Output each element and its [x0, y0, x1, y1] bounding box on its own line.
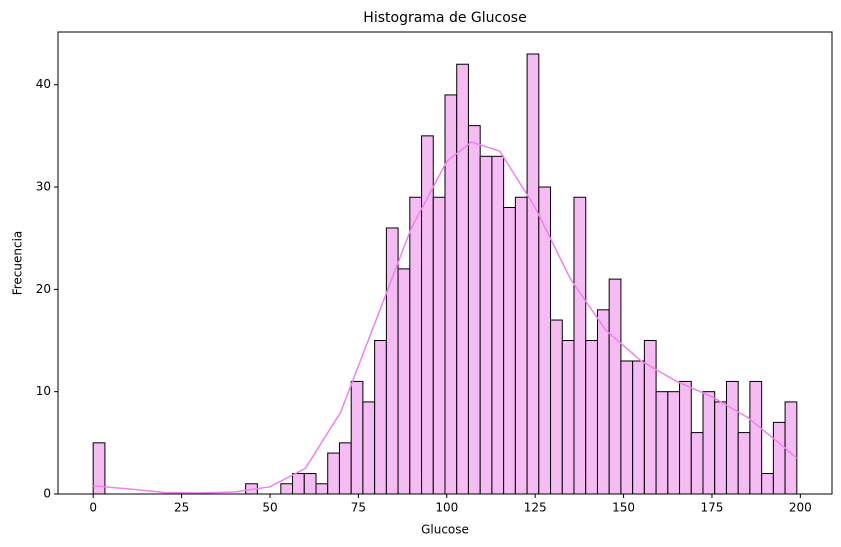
bar — [491, 155, 505, 495]
x-tick-label: 50 — [262, 501, 277, 515]
bar — [749, 380, 763, 495]
y-axis-label: Frecuencia — [11, 231, 25, 296]
x-tick-label: 100 — [435, 501, 458, 515]
bar — [526, 53, 540, 495]
bar — [338, 442, 352, 495]
y-tick-label: 20 — [36, 282, 51, 296]
bar — [573, 196, 587, 495]
plot-frame — [57, 31, 833, 495]
bar — [608, 278, 622, 495]
bar — [784, 401, 798, 495]
bar — [374, 340, 387, 495]
bar — [690, 432, 704, 495]
bar — [561, 340, 575, 495]
bar — [702, 391, 716, 495]
x-tick-label: 75 — [351, 501, 366, 515]
bar — [479, 155, 493, 495]
bar — [725, 380, 739, 495]
chart-title: Histograma de Glucose — [363, 10, 526, 26]
bar — [655, 391, 669, 495]
x-tick-label: 175 — [701, 501, 724, 515]
bar — [280, 483, 294, 495]
x-tick-label: 25 — [174, 501, 189, 515]
bar — [620, 360, 634, 495]
kde-line — [93, 141, 798, 494]
bar — [432, 196, 446, 495]
bar — [667, 391, 681, 495]
bar — [397, 268, 411, 495]
bar — [503, 206, 516, 495]
y-tick-label: 0 — [43, 487, 51, 501]
bar — [409, 196, 423, 495]
x-tick-label: 0 — [89, 501, 97, 515]
bar — [456, 63, 469, 495]
bar — [585, 340, 598, 495]
bar — [596, 309, 610, 495]
x-tick-label: 200 — [789, 501, 812, 515]
x-tick-label: 150 — [612, 501, 635, 515]
bar — [632, 360, 645, 495]
y-tick-label: 30 — [36, 180, 51, 194]
bar — [327, 452, 340, 495]
bar — [737, 432, 751, 495]
x-axis-label: Glucose — [421, 523, 469, 537]
bar — [550, 319, 563, 495]
x-tick-label: 125 — [524, 501, 547, 515]
bar — [514, 196, 528, 495]
bar — [467, 125, 481, 495]
bar — [772, 421, 786, 495]
bar — [350, 380, 364, 495]
bar — [679, 380, 692, 495]
bar — [538, 186, 552, 495]
bar — [714, 401, 727, 495]
bar — [292, 473, 305, 495]
bar — [362, 401, 376, 495]
bar — [315, 483, 329, 495]
y-tick-label: 40 — [36, 77, 51, 91]
bar — [761, 473, 774, 495]
bar — [303, 473, 317, 495]
y-tick-label: 10 — [36, 384, 51, 398]
